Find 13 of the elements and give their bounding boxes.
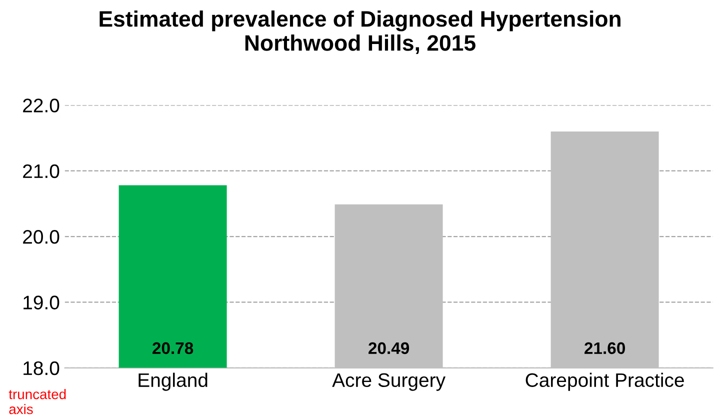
y-tick-label: 19.0: [24, 296, 60, 310]
data-label: 21.60: [584, 342, 625, 354]
x-tick-label: Carepoint Practice: [526, 372, 684, 391]
x-tick-label: England: [138, 372, 208, 391]
y-tick-label: 22.0: [23, 98, 60, 112]
y-tick-label: 18.0: [24, 361, 60, 376]
data-label: 20.78: [152, 342, 194, 354]
x-tick-label: Acre Surgery: [332, 373, 446, 391]
y-tick-label: 20.0: [23, 230, 60, 244]
y-tick-label: 21.0: [23, 164, 60, 178]
chart-title: Estimated prevalence of Diagnosed Hypertension Northwood Hills, 2015: [100, 10, 620, 54]
data-label: 20.49: [368, 342, 410, 354]
text: truncated axis: [8, 389, 66, 414]
